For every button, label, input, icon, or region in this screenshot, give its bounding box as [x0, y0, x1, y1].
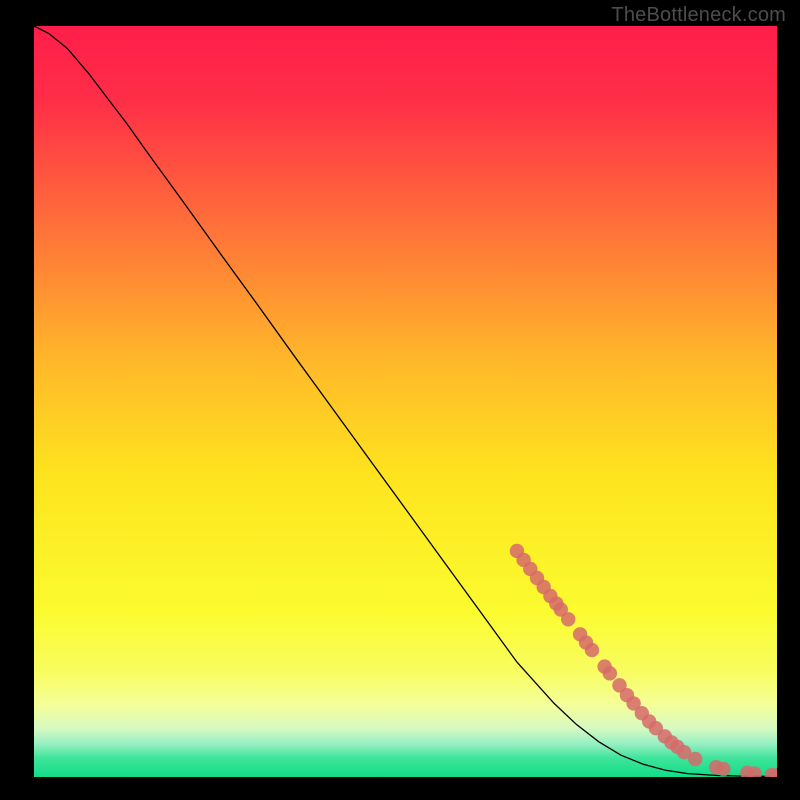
data-point — [716, 762, 730, 776]
chart-background — [34, 26, 777, 777]
data-point — [603, 666, 617, 680]
chart-area — [34, 26, 777, 777]
watermark-text: TheBottleneck.com — [611, 4, 786, 27]
data-point — [561, 612, 575, 626]
data-point — [585, 643, 599, 657]
data-point — [688, 752, 702, 766]
bottleneck-chart — [34, 26, 777, 777]
